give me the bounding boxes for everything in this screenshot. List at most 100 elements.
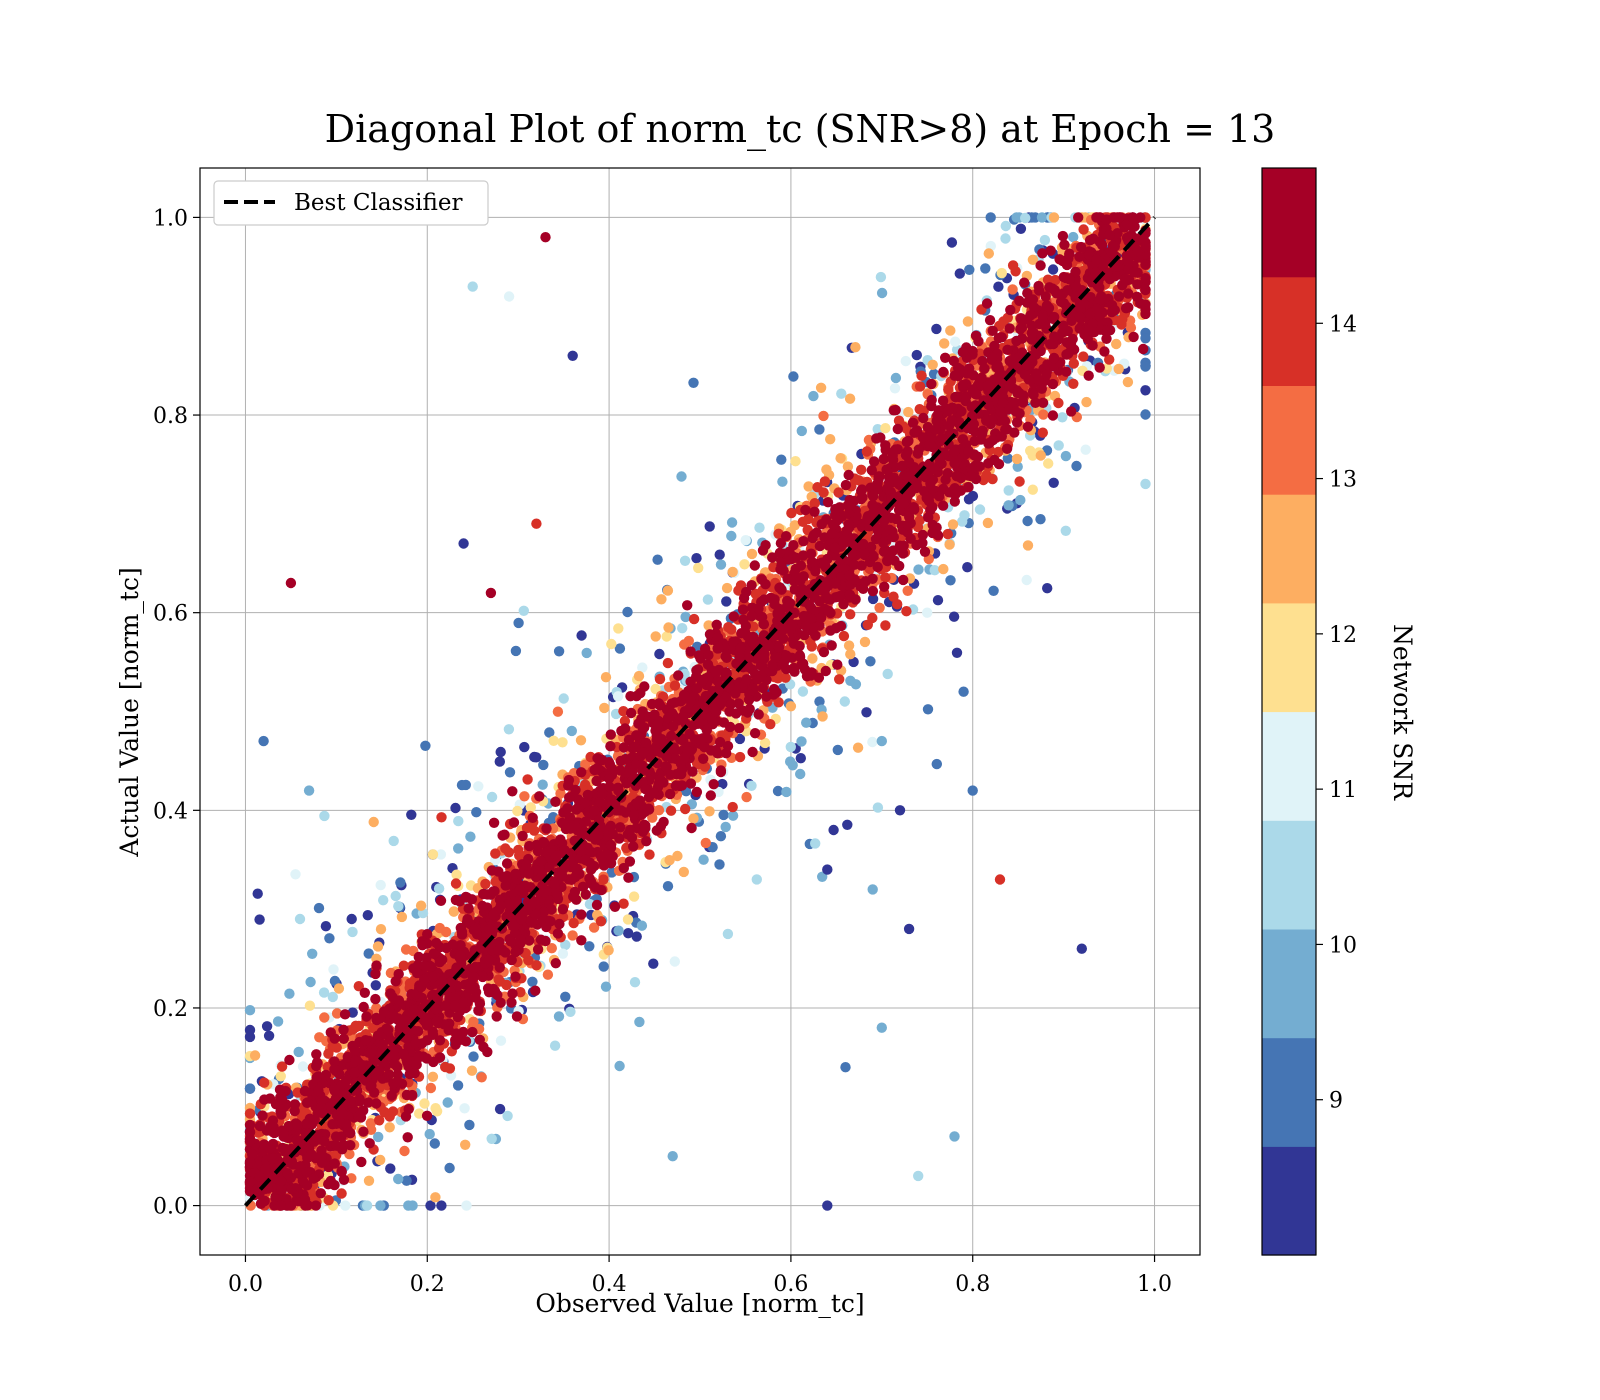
scatter-point	[374, 1115, 385, 1126]
scatter-point	[1011, 212, 1022, 223]
scatter-point	[715, 831, 727, 842]
scatter-point	[476, 1072, 487, 1083]
chart-title: Diagonal Plot of norm_tc (SNR>8) at Epoc…	[325, 107, 1276, 152]
scatter-point	[508, 817, 520, 828]
scatter-point	[914, 515, 925, 526]
scatter-point	[727, 810, 739, 821]
scatter-point	[688, 613, 700, 625]
scatter-point	[944, 539, 955, 550]
scatter-point	[364, 1138, 375, 1149]
scatter-point	[327, 1041, 338, 1052]
scatter-point	[605, 729, 616, 740]
scatter-point	[786, 507, 797, 519]
scatter-point	[688, 813, 699, 824]
scatter-point	[945, 325, 956, 336]
scatter-point	[448, 906, 459, 917]
scatter-point	[419, 1098, 430, 1109]
scatter-point	[406, 809, 417, 820]
scatter-point	[1039, 234, 1051, 246]
scatter-point	[504, 767, 516, 778]
scatter-point	[425, 1082, 437, 1094]
scatter-point	[613, 623, 624, 634]
scatter-point	[550, 958, 561, 969]
scatter-point	[751, 874, 762, 885]
scatter-point	[865, 656, 876, 667]
scatter-point	[916, 370, 927, 381]
scatter-point	[494, 1103, 506, 1115]
scatter-point	[754, 522, 765, 533]
scatter-point	[560, 991, 571, 1002]
scatter-point	[519, 791, 530, 802]
scatter-point	[378, 895, 389, 906]
scatter-point	[901, 436, 912, 448]
scatter-point	[468, 1016, 479, 1027]
scatter-point	[497, 830, 508, 841]
scatter-point	[453, 815, 464, 827]
scatter-point	[662, 585, 674, 596]
scatter-point	[850, 342, 861, 353]
scatter-point	[375, 1154, 386, 1166]
scatter-point	[740, 535, 751, 546]
scatter-point	[982, 517, 994, 529]
scatter-point	[861, 707, 872, 718]
scatter-point	[319, 1012, 330, 1023]
scatter-point	[358, 1126, 369, 1137]
scatter-point	[922, 704, 934, 715]
scatter-point	[415, 900, 427, 911]
scatter-point	[421, 1110, 433, 1122]
scatter-point	[1099, 346, 1110, 357]
scatter-point	[1019, 212, 1031, 224]
plot-area	[199, 167, 1201, 1256]
scatter-point	[324, 933, 335, 944]
scatter-point	[1000, 220, 1011, 232]
scatter-point	[914, 381, 926, 392]
scatter-point	[838, 630, 850, 642]
scatter-point	[806, 641, 817, 652]
scatter-point	[1015, 223, 1027, 234]
scatter-point	[629, 977, 641, 988]
scatter-point	[327, 991, 338, 1003]
scatter-point	[821, 464, 832, 475]
scatter-point	[622, 914, 634, 925]
scatter-point	[510, 645, 522, 657]
scatter-point	[853, 475, 864, 486]
scatter-point	[679, 555, 691, 566]
scatter-point	[436, 1200, 447, 1211]
scatter-point	[734, 751, 746, 763]
scatter-point	[500, 843, 511, 854]
scatter-point	[850, 679, 862, 690]
scatter-point	[399, 1145, 410, 1157]
scatter-point	[314, 1032, 325, 1043]
scatter-point	[1080, 444, 1091, 455]
scatter-point	[1057, 412, 1068, 423]
scatter-point	[598, 874, 609, 885]
scatter-point	[631, 931, 642, 942]
scatter-point	[814, 696, 825, 707]
scatter-point	[744, 703, 755, 715]
scatter-point	[1053, 440, 1064, 451]
scatter-point	[678, 866, 689, 878]
scatter-point	[844, 393, 856, 404]
scatter-point	[1125, 322, 1137, 333]
scatter-point	[897, 548, 909, 559]
scatter-point	[911, 349, 922, 361]
scatter-point	[780, 672, 791, 683]
scatter-point	[440, 1061, 451, 1073]
scatter-point	[943, 384, 954, 395]
scatter-point	[451, 869, 462, 880]
scatter-point	[538, 759, 549, 771]
scatter-point	[1007, 284, 1018, 295]
scatter-point	[552, 706, 564, 717]
scatter-point	[926, 378, 937, 390]
scatter-point	[880, 423, 891, 434]
scatter-point	[1022, 540, 1034, 551]
scatter-point	[495, 1035, 507, 1046]
scatter-point	[962, 562, 973, 573]
scatter-point	[297, 1061, 309, 1072]
scatter-point	[546, 943, 557, 954]
scatter-point	[1140, 409, 1151, 420]
scatter-point	[361, 1200, 373, 1211]
scatter-point	[527, 812, 538, 823]
scatter-point	[810, 838, 821, 849]
scatter-point	[436, 812, 447, 823]
